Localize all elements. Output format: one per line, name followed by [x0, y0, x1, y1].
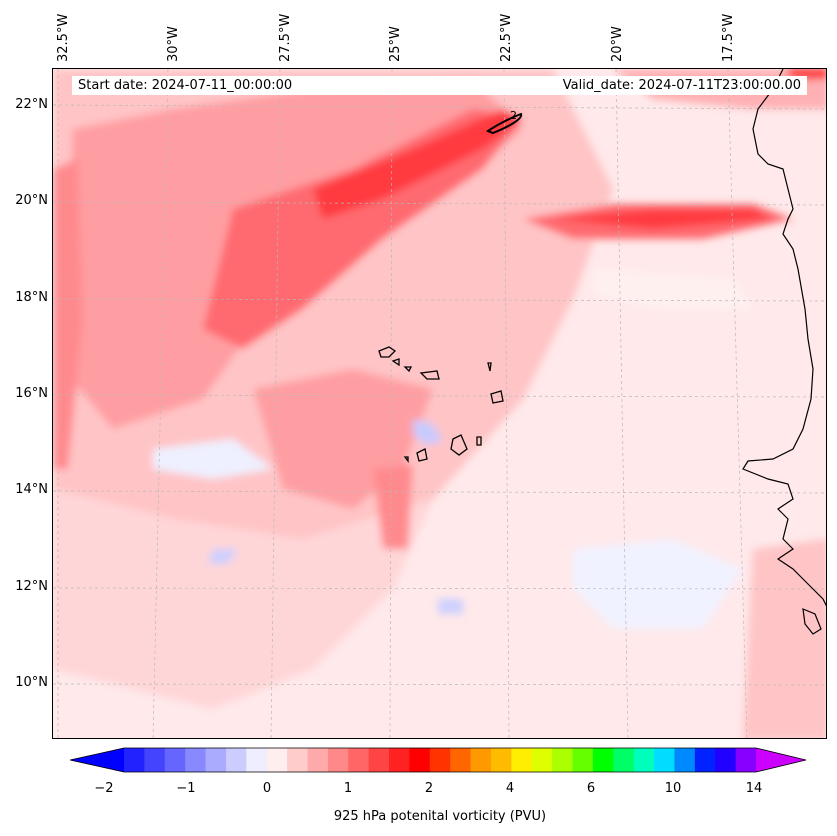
colorbar-outline: [70, 747, 807, 773]
colorbar-segment: [429, 748, 451, 772]
lon-label-25w: 25°W: [388, 26, 403, 62]
field-region-negative-4: [438, 599, 463, 614]
lat-label-22n: 22°N: [15, 97, 48, 112]
colorbar-segment: [246, 748, 268, 772]
lat-label-10n: 10°N: [15, 675, 48, 690]
colorbar-segment: [348, 748, 370, 772]
contour-line: [485, 112, 523, 135]
lon-label-32-5w: 32.5°W: [56, 13, 71, 62]
colorbar-tick-label: 4: [505, 781, 515, 796]
lon-label-27-5w: 27.5°W: [278, 13, 293, 62]
colorbar-tick-label: 1: [343, 781, 353, 796]
colorbar-segment: [164, 748, 186, 772]
field-region-neutral: [593, 269, 753, 309]
field-region-negative-3: [413, 419, 443, 445]
lat-label-16n: 16°N: [15, 386, 48, 401]
colorbar-segment: [470, 748, 492, 772]
lat-label-18n: 18°N: [15, 290, 48, 305]
map-plot-area[interactable]: 2: [52, 68, 827, 739]
lat-label-12n: 12°N: [15, 579, 48, 594]
field-region-negative-2: [573, 539, 743, 629]
colorbar-segment: [124, 748, 145, 772]
lon-label-22-5w: 22.5°W: [499, 13, 514, 62]
colorbar-segment: [327, 748, 349, 772]
start-date-label: Start date: 2024-07-11_00:00:00: [72, 76, 527, 95]
lat-label-20n: 20°N: [15, 193, 48, 208]
field-region-max: [313, 109, 523, 219]
colorbar-extend-min: [70, 748, 124, 772]
colorbar-segment: [511, 748, 533, 772]
colorbar-segment: [674, 748, 696, 772]
colorbar: [70, 747, 807, 773]
colorbar-segment: [205, 748, 227, 772]
colorbar-segment: [225, 748, 247, 772]
lon-label-30w: 30°W: [166, 26, 181, 62]
colorbar-tick-label: 2: [424, 781, 434, 796]
colorbar-segment: [531, 748, 553, 772]
colorbar-segment: [185, 748, 207, 772]
africa-coastline: [742, 69, 826, 607]
colorbar-segment: [450, 748, 472, 772]
gridlines: [53, 69, 826, 738]
field-region-west: [53, 159, 83, 469]
colorbar-extend-max: [756, 748, 806, 772]
colorbar-segment: [735, 748, 757, 772]
colorbar-segment: [144, 748, 166, 772]
contour-label: 2: [510, 109, 517, 122]
colorbar-segment: [490, 748, 512, 772]
pv-field-map: 2: [53, 69, 826, 738]
field-region-negative-1: [153, 439, 273, 479]
colorbar-segment: [409, 748, 431, 772]
colorbar-tick-label: 6: [586, 781, 596, 796]
colorbar-tick-label: 14: [745, 781, 763, 796]
colorbar-segment: [592, 748, 614, 772]
valid-date-label: Valid_date: 2024-07-11T23:00:00.00: [527, 76, 807, 95]
colorbar-segment: [307, 748, 329, 772]
colorbar-segment: [572, 748, 594, 772]
colorbar-segment: [654, 748, 675, 772]
colorbar-tick-label: −1: [176, 781, 196, 796]
colorbar-title: 925 hPa potenital vorticity (PVU): [333, 809, 547, 824]
field-region-coast: [743, 539, 826, 738]
lon-label-17-5w: 17.5°W: [721, 13, 736, 62]
colorbar-segment: [287, 748, 308, 772]
colorbar-segment: [694, 748, 716, 772]
colorbar-segment: [633, 748, 655, 772]
field-region-south-arm: [373, 464, 413, 549]
colorbar-tick-label: 10: [664, 781, 682, 796]
field-region-low: [53, 489, 433, 709]
field-region-negative-5: [208, 549, 238, 564]
coast-islands: [802, 608, 822, 635]
colorbar-segment: [368, 748, 390, 772]
field-region-east-max: [553, 209, 773, 229]
lon-label-20w: 20°W: [610, 26, 625, 62]
colorbar-segment: [715, 748, 737, 772]
cabo-verde-islands: [378, 346, 504, 463]
colorbar-tick-label: 0: [262, 781, 272, 796]
colorbar-segment: [552, 748, 574, 772]
colorbar-tick-label: −2: [94, 781, 114, 796]
colorbar-segment: [613, 748, 635, 772]
colorbar-segment: [389, 748, 410, 772]
colorbar-segment: [266, 748, 288, 772]
lat-label-14n: 14°N: [15, 482, 48, 497]
